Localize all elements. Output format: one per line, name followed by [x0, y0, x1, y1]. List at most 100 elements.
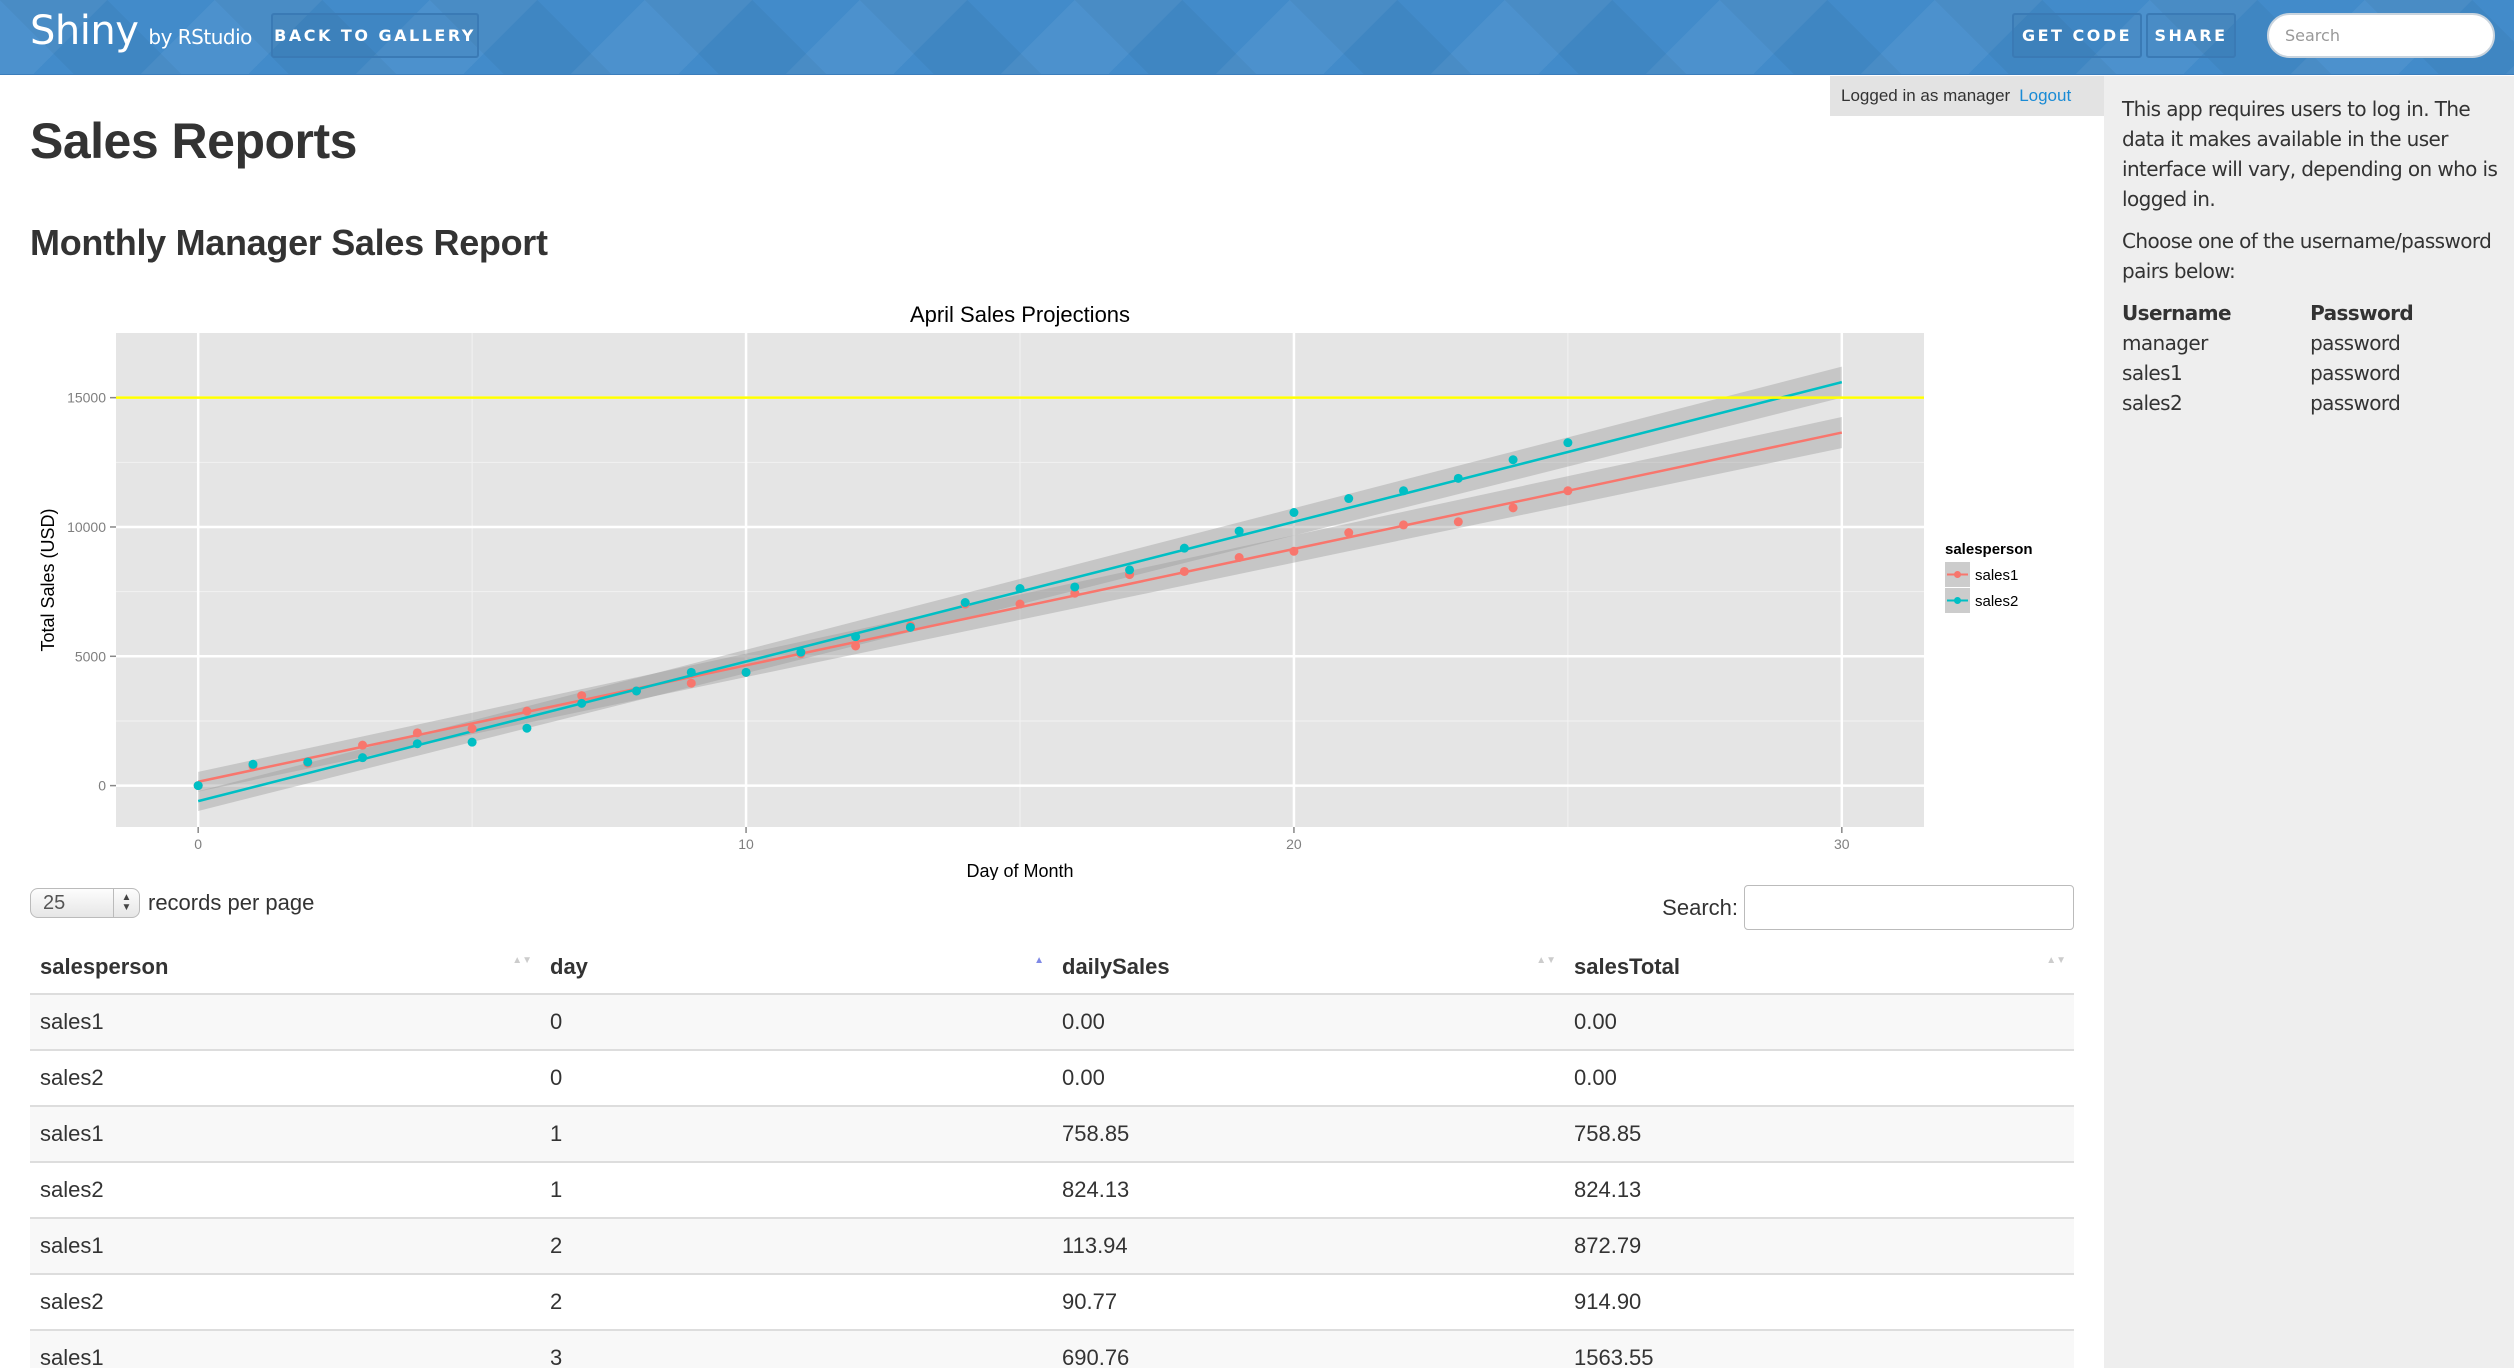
data-point-sales1 [1179, 566, 1189, 576]
sort-both-icon: ▲▼ [1536, 955, 1556, 966]
cell-day: 0 [540, 994, 1052, 1051]
cell-day: 1 [540, 1162, 1052, 1219]
credentials-row: sales2 password [2122, 388, 2498, 418]
column-header-salestotal[interactable]: salesTotal ▲▼ [1564, 940, 2074, 995]
chart-title: April Sales Projections [910, 302, 1130, 327]
data-point-sales2 [960, 598, 970, 608]
gallery-search-input[interactable] [2267, 13, 2495, 58]
page-length-label: records per page [148, 890, 315, 915]
x-tick-label: 10 [738, 836, 754, 852]
column-header-day[interactable]: day ▲ [540, 940, 1052, 995]
data-point-sales2 [1344, 494, 1354, 504]
data-point-sales1 [1508, 503, 1518, 513]
share-button[interactable]: SHARE [2146, 13, 2236, 58]
data-point-sales1 [1399, 520, 1409, 530]
data-point-sales2 [1234, 526, 1244, 536]
table-row: sales1 2 113.94 872.79 [30, 1218, 2074, 1275]
cell-sales-total: 0.00 [1564, 1050, 2074, 1107]
data-point-sales2 [905, 622, 915, 632]
page-length-value: 25 [43, 891, 66, 914]
data-point-sales1 [467, 724, 477, 734]
cell-sales-total: 914.90 [1564, 1274, 2074, 1331]
data-point-sales1 [522, 706, 532, 716]
y-tick-label: 0 [98, 778, 106, 794]
cell-daily-sales: 758.85 [1052, 1106, 1564, 1163]
data-point-sales2 [1070, 582, 1080, 592]
data-point-sales2 [631, 686, 641, 696]
sort-ascending-icon: ▲ [1034, 955, 1044, 966]
page-title: Sales Reports [30, 113, 357, 169]
cell-salesperson: sales1 [30, 1330, 540, 1368]
page-length-control: 25 ▲ ▼ records per page [30, 888, 314, 918]
password-cell: password [2310, 391, 2401, 415]
table-row: sales2 0 0.00 0.00 [30, 1050, 2074, 1107]
credentials-row: sales1 password [2122, 358, 2498, 388]
data-point-sales1 [686, 678, 696, 688]
get-code-button[interactable]: GET CODE [2012, 13, 2142, 58]
x-axis-label: Day of Month [966, 861, 1073, 880]
cell-salesperson: sales2 [30, 1050, 540, 1107]
brand-name: Shiny [30, 8, 139, 54]
cell-daily-sales: 824.13 [1052, 1162, 1564, 1219]
table-row: sales2 2 90.77 914.90 [30, 1274, 2074, 1331]
cell-day: 2 [540, 1218, 1052, 1275]
data-point-sales2 [741, 667, 751, 677]
username-cell: sales1 [2122, 361, 2183, 385]
table-row: sales2 1 824.13 824.13 [30, 1162, 2074, 1219]
cell-daily-sales: 0.00 [1052, 1050, 1564, 1107]
cell-daily-sales: 0.00 [1052, 994, 1564, 1051]
data-point-sales2 [1125, 565, 1135, 575]
data-point-sales1 [1015, 599, 1025, 609]
sales-projection-chart: April Sales Projections 0 10 20 30 0 5000 10000… [30, 300, 2090, 880]
cell-sales-total: 824.13 [1564, 1162, 2074, 1219]
data-point-sales2 [796, 647, 806, 657]
column-header-dailysales[interactable]: dailySales ▲▼ [1052, 940, 1564, 995]
cell-sales-total: 758.85 [1564, 1106, 2074, 1163]
cell-daily-sales: 690.76 [1052, 1330, 1564, 1368]
top-navbar: Shiny by RStudio BACK TO GALLERY GET COD… [0, 0, 2514, 75]
logout-link[interactable]: Logout [2019, 86, 2072, 105]
data-point-sales2 [1179, 543, 1189, 553]
data-point-sales2 [1563, 438, 1573, 448]
cell-salesperson: sales2 [30, 1162, 540, 1219]
y-tick-label: 15000 [67, 390, 106, 406]
table-search-input[interactable] [1744, 885, 2074, 930]
data-point-sales1 [412, 728, 422, 738]
legend-key-icon [1954, 597, 1961, 604]
cell-salesperson: sales1 [30, 994, 540, 1051]
y-tick-label: 5000 [75, 648, 106, 664]
sidebar-instructions-text: Choose one of the username/password pair… [2122, 229, 2492, 283]
cell-salesperson: sales2 [30, 1274, 540, 1331]
back-to-gallery-button[interactable]: BACK TO GALLERY [271, 13, 479, 58]
data-point-sales2 [303, 757, 313, 767]
data-point-sales2 [1289, 507, 1299, 517]
cell-day: 1 [540, 1106, 1052, 1163]
page-length-select[interactable]: 25 ▲ ▼ [30, 888, 140, 918]
login-status-text: Logged in as manager [1841, 86, 2011, 105]
data-point-sales2 [1015, 584, 1025, 594]
credentials-row: manager password [2122, 328, 2498, 358]
legend-title: salesperson [1945, 541, 2033, 558]
legend-key-icon [1954, 571, 1961, 578]
cell-sales-total: 1563.55 [1564, 1330, 2074, 1368]
data-point-sales1 [1563, 486, 1573, 496]
x-tick-label: 20 [1286, 836, 1302, 852]
username-cell: manager [2122, 331, 2208, 355]
cell-salesperson: sales1 [30, 1218, 540, 1275]
data-point-sales2 [412, 739, 422, 749]
data-point-sales2 [193, 781, 203, 791]
credentials-table: Username Password manager password sales… [2122, 298, 2498, 418]
data-point-sales1 [1453, 517, 1463, 527]
sort-both-icon: ▲▼ [2046, 955, 2066, 966]
column-header-salesperson[interactable]: salesperson ▲▼ [30, 940, 540, 995]
sidebar-intro-text: This app requires users to log in. The d… [2122, 97, 2498, 211]
brand-subtitle: by RStudio [148, 25, 252, 49]
cell-daily-sales: 113.94 [1052, 1218, 1564, 1275]
data-point-sales2 [851, 632, 861, 642]
data-point-sales2 [467, 737, 477, 747]
data-point-sales2 [686, 667, 696, 677]
table-row: sales1 1 758.85 758.85 [30, 1106, 2074, 1163]
x-tick-label: 30 [1834, 836, 1850, 852]
brand-logo[interactable]: Shiny by RStudio [30, 8, 252, 54]
y-axis-label: Total Sales (USD) [38, 508, 58, 651]
